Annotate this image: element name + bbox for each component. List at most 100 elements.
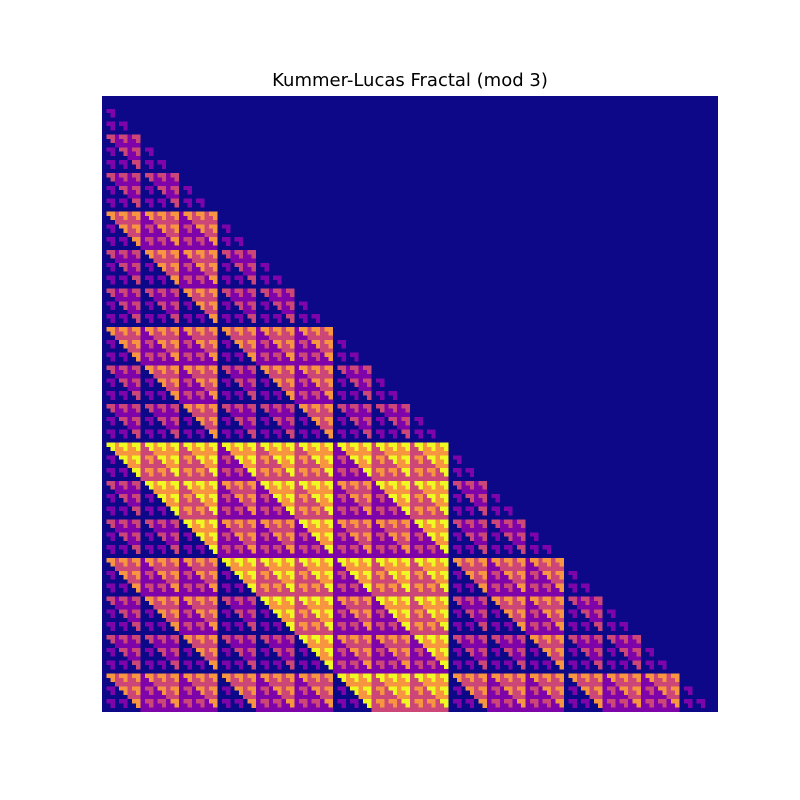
heatmap-cell	[123, 472, 128, 477]
heatmap-cell	[161, 455, 167, 460]
heatmap-cell	[542, 545, 547, 550]
heatmap-cell	[298, 442, 304, 447]
heatmap-cell	[303, 327, 308, 332]
heatmap-cell	[243, 506, 248, 511]
heatmap-cell	[217, 519, 222, 524]
heatmap-cell	[384, 502, 389, 507]
heatmap-cell	[307, 498, 312, 503]
heatmap-cell	[149, 549, 154, 554]
heatmap-cell	[418, 481, 423, 486]
heatmap-cell	[285, 356, 291, 362]
heatmap-cell	[106, 121, 111, 126]
heatmap-cell	[204, 540, 209, 546]
heatmap-cell	[234, 297, 239, 302]
heatmap-cell	[179, 489, 184, 494]
heatmap-cell	[247, 391, 252, 396]
heatmap-cell	[264, 566, 269, 571]
heatmap-cell	[328, 485, 334, 490]
heatmap-cell	[170, 463, 175, 469]
heatmap-cell	[418, 566, 423, 571]
heatmap-cell	[491, 519, 496, 524]
heatmap-cell	[405, 468, 411, 473]
heatmap-cell	[508, 558, 513, 563]
heatmap-cell	[298, 455, 304, 460]
heatmap-cell	[444, 442, 449, 447]
heatmap-cell	[268, 592, 274, 597]
heatmap-cell	[277, 459, 282, 464]
heatmap-cell	[230, 446, 235, 452]
heatmap-cell	[106, 442, 111, 447]
heatmap-cell	[251, 327, 257, 332]
heatmap-cell	[208, 254, 214, 259]
heatmap-cell	[397, 463, 402, 469]
heatmap-cell	[110, 558, 115, 563]
heatmap-cell	[157, 185, 162, 191]
heatmap-cell	[585, 587, 590, 593]
heatmap-cell	[110, 468, 115, 473]
heatmap-cell	[127, 267, 132, 272]
heatmap-cell	[414, 481, 419, 486]
heatmap-cell	[337, 468, 342, 473]
heatmap-cell	[281, 579, 286, 584]
heatmap-cell	[247, 570, 252, 576]
heatmap-cell	[200, 318, 205, 323]
heatmap-cell	[136, 356, 141, 362]
heatmap-cell	[119, 301, 124, 306]
heatmap-cell	[264, 305, 269, 310]
heatmap-cell	[362, 442, 368, 447]
heatmap-cell	[371, 592, 376, 597]
heatmap-cell	[234, 416, 239, 422]
heatmap-cell	[388, 523, 393, 529]
heatmap-cell	[328, 472, 334, 477]
heatmap-cell	[221, 553, 227, 559]
heatmap-cell	[179, 498, 184, 503]
heatmap-cell	[298, 404, 304, 409]
heatmap-cell	[127, 446, 132, 452]
heatmap-cell	[196, 587, 201, 593]
heatmap-cell	[166, 177, 171, 182]
heatmap-cell	[452, 481, 458, 486]
heatmap-cell	[183, 220, 188, 225]
heatmap-cell	[119, 250, 124, 255]
heatmap-cell	[174, 374, 180, 379]
heatmap-cell	[328, 416, 334, 422]
heatmap-cell	[418, 498, 423, 503]
heatmap-cell	[149, 472, 154, 477]
heatmap-cell	[191, 352, 197, 357]
heatmap-cell	[243, 468, 248, 473]
heatmap-cell	[161, 404, 167, 409]
heatmap-cell	[123, 173, 128, 178]
heatmap-cell	[345, 540, 351, 546]
heatmap-cell	[238, 279, 244, 285]
heatmap-cell	[307, 344, 312, 349]
heatmap-cell	[187, 382, 192, 387]
heatmap-cell	[131, 185, 137, 191]
heatmap-cell	[131, 523, 137, 529]
heatmap-cell	[179, 352, 184, 357]
heatmap-cell	[136, 579, 141, 584]
heatmap-cell	[153, 344, 158, 349]
heatmap-cell	[452, 583, 458, 588]
heatmap-cell	[208, 451, 214, 456]
heatmap-cell	[119, 258, 124, 263]
heatmap-cell	[183, 198, 188, 203]
heatmap-cell	[273, 391, 278, 396]
heatmap-cell	[200, 545, 205, 550]
heatmap-cell	[328, 455, 334, 460]
heatmap-cell	[397, 408, 402, 413]
heatmap-cell	[303, 335, 308, 340]
heatmap-cell	[161, 211, 167, 216]
heatmap-cell	[204, 356, 209, 362]
heatmap-cell	[418, 528, 423, 533]
heatmap-cell	[149, 587, 154, 593]
heatmap-cell	[362, 566, 368, 571]
heatmap-cell	[521, 583, 526, 588]
heatmap-cell	[127, 566, 132, 571]
heatmap-cell	[213, 498, 218, 503]
heatmap-cell	[388, 566, 393, 571]
heatmap-cell	[478, 485, 483, 490]
heatmap-cell	[153, 245, 158, 251]
heatmap-cell	[559, 558, 565, 563]
heatmap-cell	[174, 378, 180, 383]
heatmap-cell	[238, 532, 244, 537]
